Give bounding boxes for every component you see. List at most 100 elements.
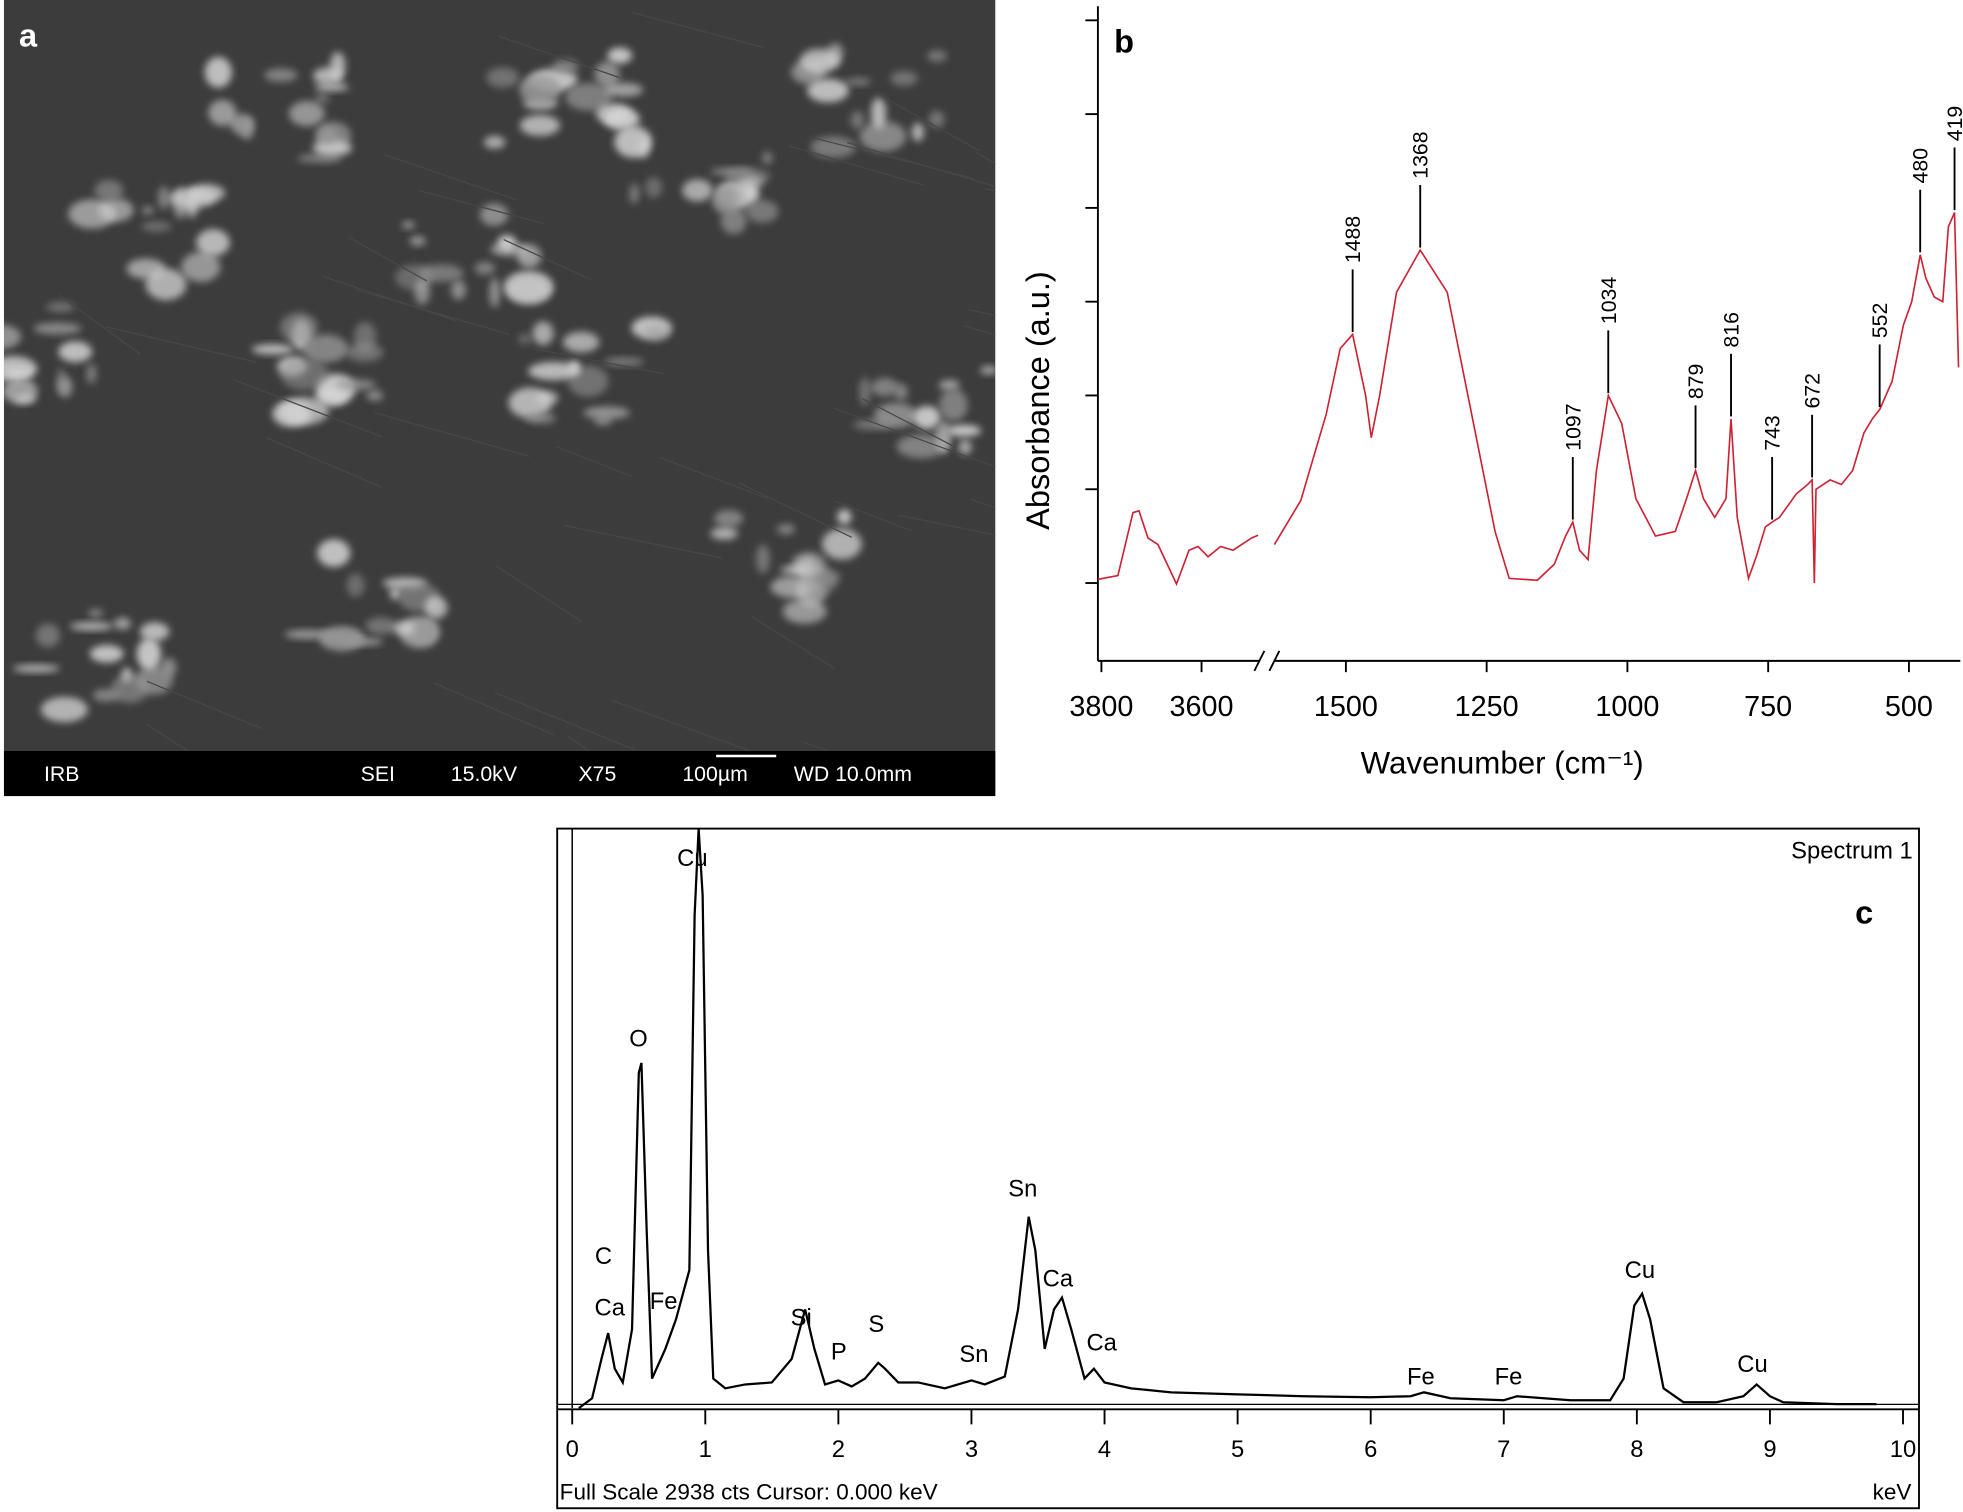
sem-particle (810, 136, 856, 158)
sem-particle (140, 622, 170, 641)
sem-scratch (738, 482, 853, 538)
sem-particle (418, 264, 464, 282)
sem-particle (346, 573, 365, 598)
sem-particle (35, 623, 61, 648)
sem-scratch (612, 700, 752, 751)
sem-particle (297, 154, 343, 163)
sem-particle (519, 74, 562, 105)
sem-particle (746, 199, 779, 223)
peak-label: Ca (595, 1294, 626, 1321)
sem-particle (94, 179, 124, 202)
sem-particle (945, 424, 982, 437)
sem-scratch (533, 348, 666, 375)
sem-particle (319, 127, 338, 144)
x-tick-label: 1250 (1455, 691, 1519, 723)
sem-particle (938, 379, 960, 391)
sem-particle (595, 103, 632, 124)
sem-scratch (555, 445, 632, 478)
sem-particle (497, 234, 516, 251)
sem-particle (980, 366, 996, 375)
x-tick-label: 3 (965, 1436, 978, 1463)
sem-scratch (566, 735, 591, 751)
sem-scratch (494, 692, 634, 750)
sem-particle (911, 122, 924, 142)
peak-label: Fe (650, 1288, 678, 1315)
sem-particle (740, 175, 765, 189)
x-tick-label: 9 (1763, 1436, 1776, 1463)
sem-particle (451, 279, 466, 300)
sem-scratch (322, 275, 457, 322)
x-tick-label: 500 (1885, 691, 1933, 723)
sem-particle (33, 322, 82, 335)
sem-particle (827, 43, 844, 64)
peak-label: 1097 (1561, 403, 1585, 450)
spectrum-title: Spectrum 1 (1791, 838, 1913, 865)
sem-particle (173, 187, 189, 219)
info-text: SEI (361, 762, 395, 786)
sem-particle (145, 268, 187, 301)
sem-particle (204, 56, 232, 88)
sem-particle (58, 376, 73, 398)
peak-label: 672 (1801, 373, 1825, 408)
sem-particle (517, 244, 542, 268)
peak-label: 1034 (1597, 277, 1621, 324)
peak-label: Cu (1737, 1351, 1767, 1378)
sem-scratch (970, 498, 996, 509)
sem-particle (583, 406, 631, 420)
sem-particle (185, 192, 199, 218)
sem-particle (315, 92, 330, 104)
sem-scratch (58, 294, 141, 355)
x-tick-label: 5 (1231, 1436, 1244, 1463)
sem-particle (3, 324, 22, 349)
sem-particle (365, 617, 397, 635)
info-text: WD 10.0mm (794, 762, 912, 786)
sem-scratch (789, 145, 924, 186)
peak-label: 419 (1943, 106, 1963, 141)
sem-particle (141, 221, 172, 232)
sem-particle (894, 383, 908, 401)
sem-scratch (418, 189, 544, 225)
info-text: X75 (578, 762, 616, 786)
sem-particle (284, 630, 330, 639)
sem-particle (414, 279, 430, 305)
panel-label: c (1855, 895, 1873, 931)
sem-scratch (660, 457, 768, 500)
sem-particle (336, 379, 377, 391)
sem-particle (629, 183, 640, 204)
sem-particle (229, 113, 254, 135)
sem-particle (890, 70, 918, 87)
sem-particle (519, 114, 561, 136)
sem-particle (114, 617, 131, 630)
x-tick-label: 3800 (1069, 691, 1133, 723)
sem-particle (181, 251, 221, 283)
sem-particle (483, 135, 506, 149)
sem-particle (528, 362, 579, 381)
sem-particle (525, 412, 556, 424)
sem-particle (353, 321, 377, 353)
x-tick-label: 750 (1744, 691, 1792, 723)
info-text: 15.0kV (451, 762, 518, 786)
footer-text: Full Scale 2938 cts Cursor: 0.000 keV (560, 1479, 938, 1504)
sem-particle (711, 184, 739, 214)
sem-scratch (834, 407, 996, 468)
peak-label: Cu (677, 845, 707, 872)
peak-label: S (868, 1311, 884, 1338)
peak-label: O (629, 1025, 647, 1052)
sem-scratch (497, 35, 620, 79)
sem-particle (928, 110, 945, 128)
x-tick-label: 0 (566, 1436, 579, 1463)
sem-particle (280, 358, 329, 391)
sem-particle (288, 101, 325, 127)
sem-scratch (348, 236, 428, 282)
panel-label: b (1114, 24, 1134, 60)
sem-particle (40, 696, 88, 723)
sem-particle (424, 596, 448, 619)
x-tick-label: 1000 (1595, 691, 1659, 723)
sem-scratch (145, 723, 190, 751)
sem-particle (603, 357, 644, 366)
sem-particle (913, 405, 941, 429)
sem-particle (807, 78, 849, 103)
sem-particle (870, 97, 887, 129)
